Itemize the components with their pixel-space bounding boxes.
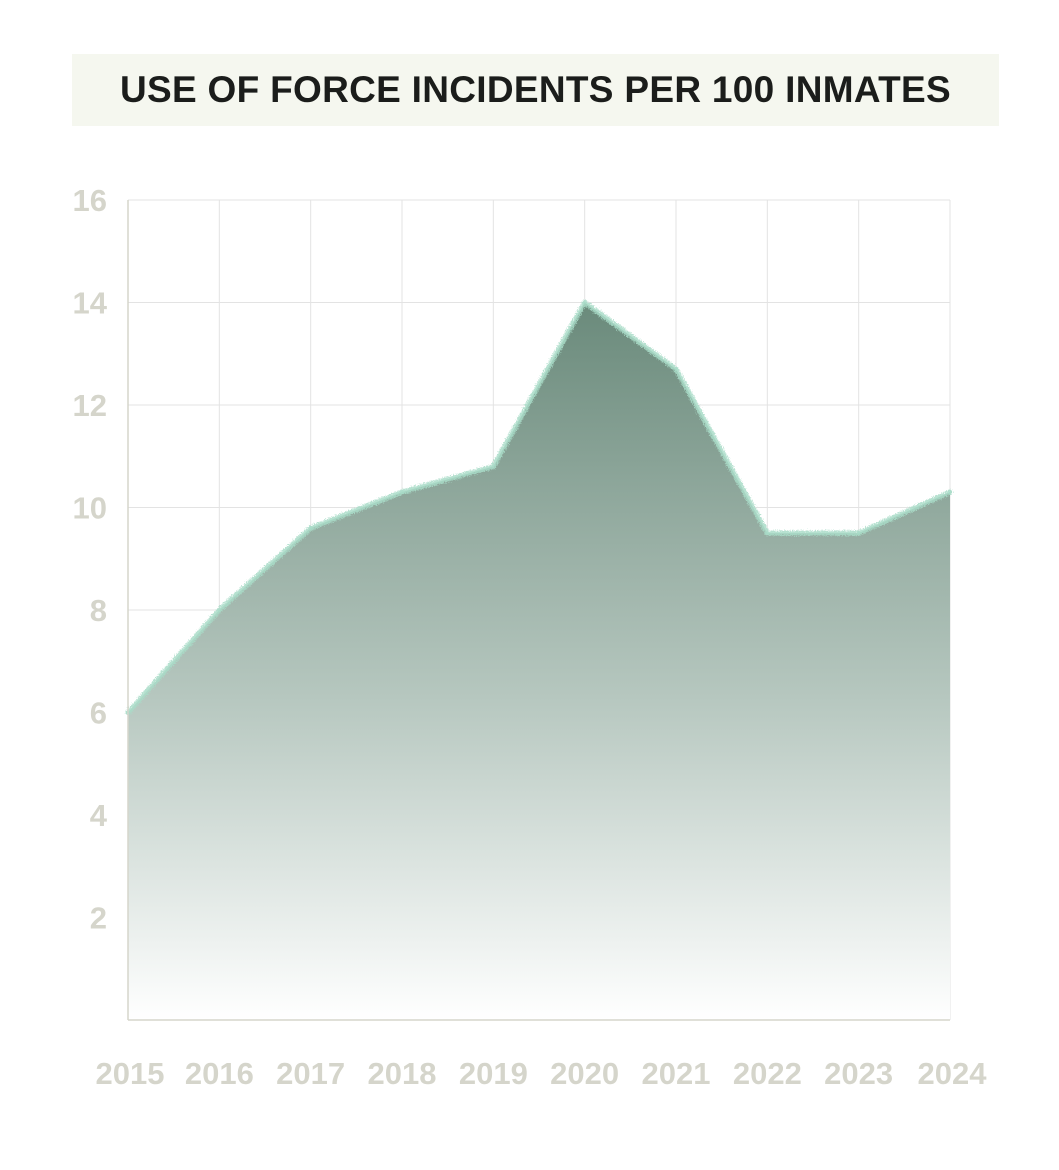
data-point-2020 xyxy=(582,300,587,305)
y-tick-label: 8 xyxy=(90,593,107,628)
x-tick-label: 2019 xyxy=(459,1056,528,1091)
x-tick-label: 2022 xyxy=(733,1056,802,1091)
data-area-fill xyxy=(128,302,950,1020)
data-point-2022 xyxy=(765,531,770,536)
data-point-2017 xyxy=(308,526,313,530)
data-point-2016 xyxy=(217,608,222,612)
y-tick-label: 4 xyxy=(90,798,108,833)
y-tick-label: 10 xyxy=(73,491,107,526)
data-area-edge xyxy=(125,300,953,715)
data-area-layer xyxy=(125,300,953,1020)
x-tick-label: 2020 xyxy=(550,1056,619,1091)
y-tick-label: 6 xyxy=(90,696,107,731)
data-point-2024 xyxy=(948,490,952,495)
axes xyxy=(127,200,950,1021)
x-tick-label: 2017 xyxy=(276,1056,345,1091)
x-tick-label: 2023 xyxy=(824,1056,893,1091)
data-point-2019 xyxy=(491,464,496,469)
data-point-2023 xyxy=(856,531,861,536)
y-tick-label: 12 xyxy=(73,388,107,423)
data-point-2018 xyxy=(400,490,404,495)
x-tick-label: 2016 xyxy=(185,1056,254,1091)
chart-title: USE OF FORCE INCIDENTS PER 100 INMATES xyxy=(119,69,951,110)
chart-title-bar: USE OF FORCE INCIDENTS PER 100 INMATES xyxy=(72,54,999,126)
x-axis-ticks: 2015 2016 2017 2018 2019 2020 2021 2022 2023 2024 xyxy=(96,1056,988,1091)
y-axis-ticks: 2 4 6 8 10 12 14 16 xyxy=(73,183,108,936)
x-tick-label: 2024 xyxy=(918,1056,988,1091)
y-tick-label: 14 xyxy=(73,286,108,321)
x-tick-label: 2021 xyxy=(642,1056,711,1091)
x-tick-label: 2015 xyxy=(96,1056,165,1091)
x-tick-label: 2018 xyxy=(368,1056,437,1091)
y-tick-label: 2 xyxy=(90,901,107,936)
y-tick-label: 16 xyxy=(73,183,107,218)
data-point-2021 xyxy=(674,367,678,372)
